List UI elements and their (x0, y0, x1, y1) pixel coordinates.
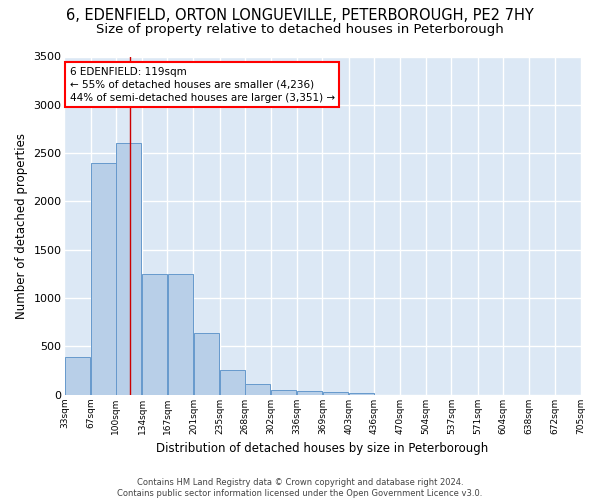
Text: Contains HM Land Registry data © Crown copyright and database right 2024.
Contai: Contains HM Land Registry data © Crown c… (118, 478, 482, 498)
Text: 6 EDENFIELD: 119sqm
← 55% of detached houses are smaller (4,236)
44% of semi-det: 6 EDENFIELD: 119sqm ← 55% of detached ho… (70, 66, 335, 103)
Bar (65, 357, 89, 395)
Y-axis label: Number of detached properties: Number of detached properties (15, 132, 28, 318)
Bar (194, 332, 218, 394)
Bar (323, 392, 347, 394)
X-axis label: Distribution of detached houses by size in Peterborough: Distribution of detached houses by size … (157, 442, 488, 455)
Text: Size of property relative to detached houses in Peterborough: Size of property relative to detached ho… (96, 22, 504, 36)
Bar (349, 392, 374, 394)
Bar (298, 391, 322, 394)
Bar (142, 274, 167, 394)
Bar (271, 390, 296, 394)
Bar (91, 162, 116, 394)
Bar (245, 384, 270, 394)
Bar (220, 370, 245, 394)
Text: 6, EDENFIELD, ORTON LONGUEVILLE, PETERBOROUGH, PE2 7HY: 6, EDENFIELD, ORTON LONGUEVILLE, PETERBO… (66, 8, 534, 22)
Bar (116, 144, 141, 394)
Bar (167, 274, 193, 394)
